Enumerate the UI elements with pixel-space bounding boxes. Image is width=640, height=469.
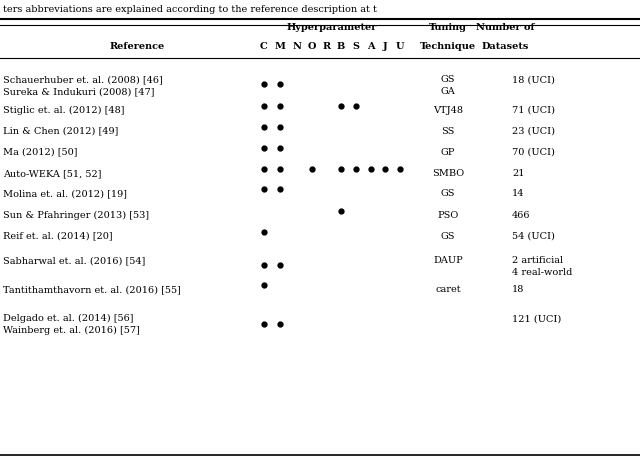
- Text: SS: SS: [442, 127, 454, 136]
- Text: B: B: [337, 42, 345, 51]
- Text: 54 (UCI): 54 (UCI): [512, 232, 555, 241]
- Text: Reference: Reference: [110, 42, 165, 51]
- Text: 21: 21: [512, 169, 525, 178]
- Text: Ma (2012) [50]: Ma (2012) [50]: [3, 148, 77, 157]
- Text: U: U: [396, 42, 404, 51]
- Text: GS
GA: GS GA: [440, 75, 456, 96]
- Text: Number of: Number of: [476, 23, 535, 32]
- Text: Tuning: Tuning: [429, 23, 467, 32]
- Text: ters abbreviations are explained according to the reference description at t: ters abbreviations are explained accordi…: [3, 5, 377, 14]
- Text: Lin & Chen (2012) [49]: Lin & Chen (2012) [49]: [3, 127, 118, 136]
- Text: GP: GP: [441, 148, 455, 157]
- Text: GS: GS: [441, 232, 455, 241]
- Text: Technique: Technique: [420, 42, 476, 51]
- Text: Schauerhuber et. al. (2008) [46]
Sureka & Indukuri (2008) [47]: Schauerhuber et. al. (2008) [46] Sureka …: [3, 75, 163, 96]
- Text: Hyperparameter: Hyperparameter: [286, 23, 377, 32]
- Text: Stiglic et. al. (2012) [48]: Stiglic et. al. (2012) [48]: [3, 106, 125, 114]
- Text: 2 artificial
4 real-world: 2 artificial 4 real-world: [512, 256, 572, 277]
- Text: 23 (UCI): 23 (UCI): [512, 127, 555, 136]
- Text: M: M: [275, 42, 285, 51]
- Text: Sun & Pfahringer (2013) [53]: Sun & Pfahringer (2013) [53]: [3, 211, 149, 219]
- Text: GS: GS: [441, 189, 455, 198]
- Text: 14: 14: [512, 189, 525, 198]
- Text: 18 (UCI): 18 (UCI): [512, 75, 555, 84]
- Text: N: N: [292, 42, 301, 51]
- Text: J: J: [383, 42, 388, 51]
- Text: Delgado et. al. (2014) [56]
Wainberg et. al. (2016) [57]: Delgado et. al. (2014) [56] Wainberg et.…: [3, 314, 140, 335]
- Text: O: O: [307, 42, 316, 51]
- Text: PSO: PSO: [437, 211, 459, 219]
- Text: Datasets: Datasets: [482, 42, 529, 51]
- Text: S: S: [353, 42, 359, 51]
- Text: 466: 466: [512, 211, 531, 219]
- Text: SMBO: SMBO: [432, 169, 464, 178]
- Text: 18: 18: [512, 285, 524, 294]
- Text: DAUP: DAUP: [433, 256, 463, 265]
- Text: 70 (UCI): 70 (UCI): [512, 148, 555, 157]
- Text: VTJ48: VTJ48: [433, 106, 463, 114]
- Text: Reif et. al. (2014) [20]: Reif et. al. (2014) [20]: [3, 232, 113, 241]
- Text: caret: caret: [435, 285, 461, 294]
- Text: 121 (UCI): 121 (UCI): [512, 314, 561, 323]
- Text: 71 (UCI): 71 (UCI): [512, 106, 555, 114]
- Text: C: C: [260, 42, 268, 51]
- Text: Sabharwal et. al. (2016) [54]: Sabharwal et. al. (2016) [54]: [3, 256, 145, 265]
- Text: R: R: [323, 42, 330, 51]
- Text: Auto-WEKA [51, 52]: Auto-WEKA [51, 52]: [3, 169, 102, 178]
- Text: A: A: [367, 42, 374, 51]
- Text: Molina et. al. (2012) [19]: Molina et. al. (2012) [19]: [3, 189, 127, 198]
- Text: Tantithamthavorn et. al. (2016) [55]: Tantithamthavorn et. al. (2016) [55]: [3, 285, 181, 294]
